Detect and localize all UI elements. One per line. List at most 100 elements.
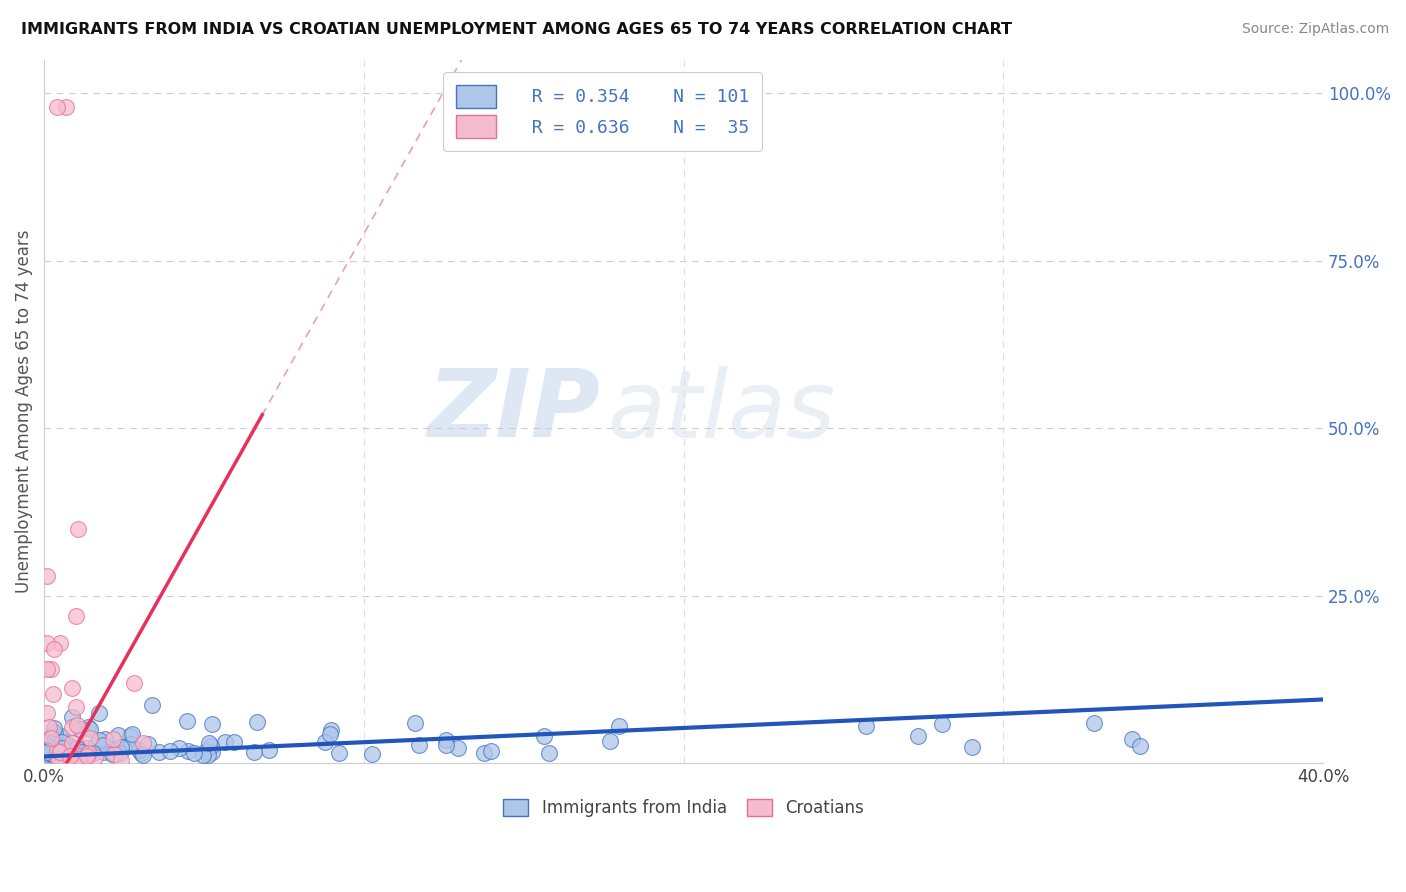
Point <box>49 747 72 762</box>
Point <box>77 721 100 735</box>
Point <box>243 745 266 759</box>
Point <box>122 675 145 690</box>
Point <box>42 687 65 701</box>
Point <box>77 746 100 760</box>
Point <box>479 744 502 758</box>
Point <box>42 724 65 739</box>
Point <box>434 738 457 752</box>
Point <box>76 746 98 760</box>
Point <box>37 732 59 747</box>
Point <box>42 721 65 735</box>
Point <box>44 725 66 739</box>
Point <box>404 716 426 731</box>
Point <box>128 743 150 757</box>
Point <box>82 746 104 760</box>
Point <box>1083 716 1105 731</box>
Point <box>214 735 236 749</box>
Point <box>472 746 495 760</box>
Point <box>76 749 98 764</box>
Point <box>118 729 141 743</box>
Point <box>62 742 84 756</box>
Point <box>104 747 127 761</box>
Point <box>167 740 190 755</box>
Point <box>434 733 457 747</box>
Point <box>66 741 89 756</box>
Point <box>1129 739 1152 753</box>
Point <box>120 737 142 751</box>
Point <box>37 743 59 757</box>
Legend: Immigrants from India, Croatians: Immigrants from India, Croatians <box>495 790 872 825</box>
Point <box>89 706 111 720</box>
Point <box>197 747 219 762</box>
Point <box>201 745 224 759</box>
Point <box>49 730 72 744</box>
Point <box>46 743 69 757</box>
Point <box>39 745 62 759</box>
Point <box>360 747 382 761</box>
Point <box>51 734 73 748</box>
Point <box>314 735 336 749</box>
Y-axis label: Unemployment Among Ages 65 to 74 years: Unemployment Among Ages 65 to 74 years <box>15 229 32 593</box>
Point <box>42 747 65 762</box>
Point <box>39 746 62 760</box>
Point <box>79 722 101 736</box>
Point <box>962 739 984 754</box>
Point <box>60 739 83 754</box>
Point <box>39 662 62 676</box>
Point <box>259 743 281 757</box>
Point <box>931 717 953 731</box>
Point <box>37 747 59 762</box>
Point <box>69 723 91 737</box>
Point <box>112 740 135 755</box>
Point <box>55 746 77 760</box>
Point <box>198 736 221 750</box>
Point <box>41 743 63 757</box>
Point <box>39 731 62 745</box>
Point <box>83 750 105 764</box>
Point <box>48 748 70 763</box>
Point <box>321 723 343 737</box>
Point <box>51 747 73 761</box>
Point <box>91 739 114 753</box>
Point <box>148 745 170 759</box>
Point <box>855 719 877 733</box>
Point <box>129 746 152 760</box>
Point <box>41 746 63 760</box>
Point <box>201 716 224 731</box>
Point <box>176 714 198 728</box>
Point <box>177 744 200 758</box>
Point <box>101 731 124 746</box>
Point <box>65 608 87 623</box>
Point <box>45 737 67 751</box>
Point <box>37 745 59 759</box>
Point <box>65 699 87 714</box>
Point <box>55 737 77 751</box>
Point <box>94 731 117 746</box>
Point <box>38 720 60 734</box>
Point <box>1121 731 1143 746</box>
Point <box>37 662 59 676</box>
Point <box>408 739 430 753</box>
Point <box>67 749 90 764</box>
Point <box>48 751 70 765</box>
Point <box>37 568 59 582</box>
Point <box>537 746 560 760</box>
Point <box>121 727 143 741</box>
Point <box>110 746 132 760</box>
Point <box>447 741 470 756</box>
Point <box>107 729 129 743</box>
Point <box>193 748 215 763</box>
Point <box>37 744 59 758</box>
Point <box>136 737 159 751</box>
Point <box>533 729 555 743</box>
Point <box>60 720 83 734</box>
Point <box>141 698 163 712</box>
Point <box>96 740 118 755</box>
Point <box>60 709 83 723</box>
Point <box>62 736 84 750</box>
Point <box>77 748 100 763</box>
Point <box>66 755 89 769</box>
Point <box>77 746 100 760</box>
Point <box>60 681 83 695</box>
Point <box>200 739 222 754</box>
